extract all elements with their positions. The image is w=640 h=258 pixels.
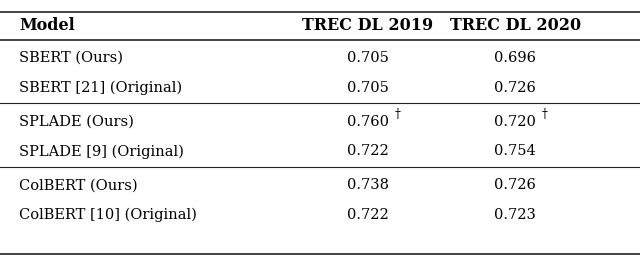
Text: †: † <box>395 108 401 121</box>
Text: 0.723: 0.723 <box>494 208 536 222</box>
Text: 0.738: 0.738 <box>347 178 389 192</box>
Text: SBERT (Ours): SBERT (Ours) <box>19 51 123 65</box>
Text: 0.726: 0.726 <box>494 178 536 192</box>
Text: SPLADE [9] (Original): SPLADE [9] (Original) <box>19 144 184 158</box>
Text: 0.760: 0.760 <box>347 115 389 129</box>
Text: SPLADE (Ours): SPLADE (Ours) <box>19 115 134 129</box>
Text: 0.722: 0.722 <box>347 208 389 222</box>
Text: 0.720: 0.720 <box>494 115 536 129</box>
Text: ColBERT (Ours): ColBERT (Ours) <box>19 178 138 192</box>
Text: TREC DL 2019: TREC DL 2019 <box>303 17 433 34</box>
Text: 0.705: 0.705 <box>347 51 389 65</box>
Text: 0.754: 0.754 <box>494 144 536 158</box>
Text: Model: Model <box>19 17 75 34</box>
Text: 0.722: 0.722 <box>347 144 389 158</box>
Text: 0.705: 0.705 <box>347 81 389 95</box>
Text: TREC DL 2020: TREC DL 2020 <box>450 17 580 34</box>
Text: 0.696: 0.696 <box>494 51 536 65</box>
Text: SBERT [21] (Original): SBERT [21] (Original) <box>19 80 182 95</box>
Text: ColBERT [10] (Original): ColBERT [10] (Original) <box>19 208 197 222</box>
Text: 0.726: 0.726 <box>494 81 536 95</box>
Text: †: † <box>542 108 548 121</box>
